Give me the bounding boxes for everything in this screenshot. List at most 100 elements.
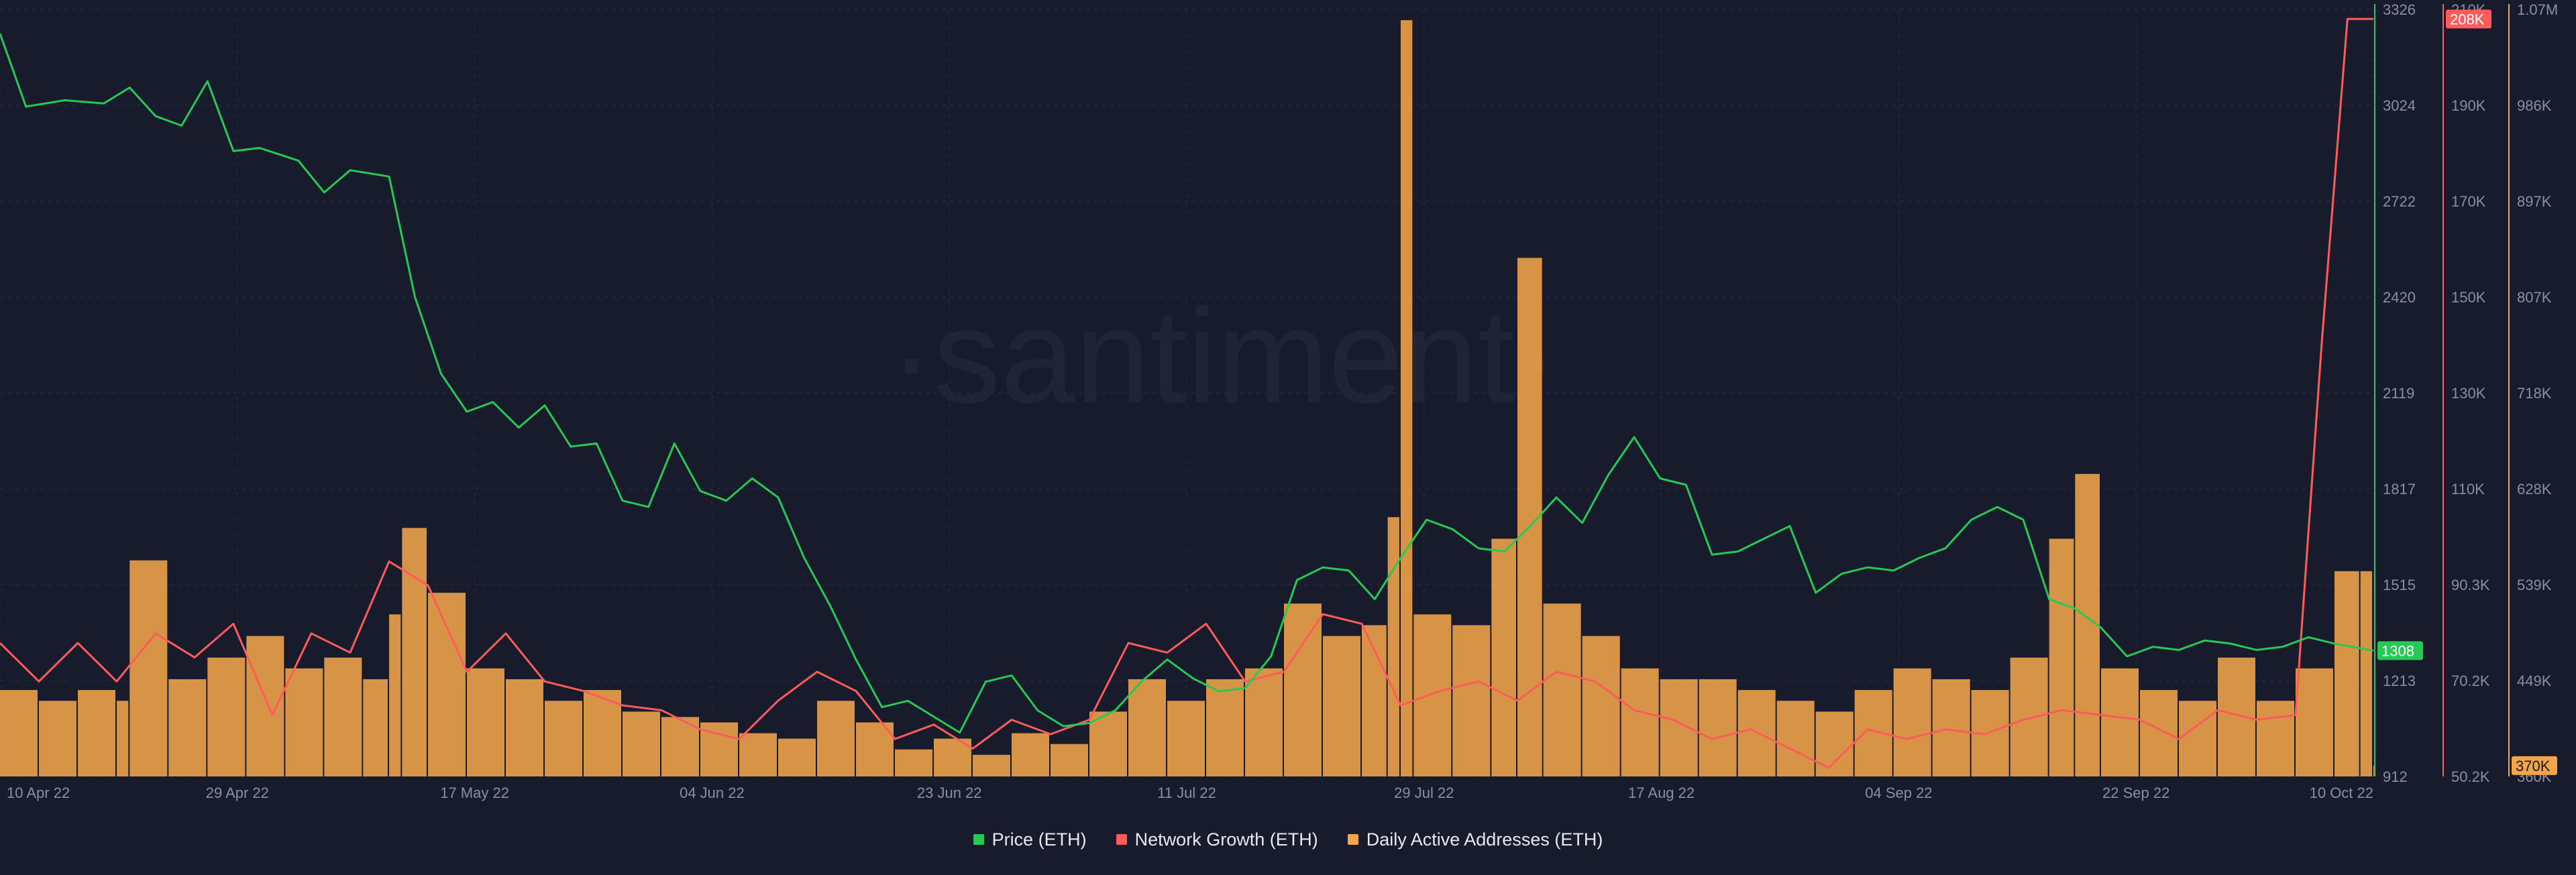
network-growth-tick-label: 70.2K [2451, 673, 2490, 689]
dau-bar [739, 733, 777, 776]
dau-bar [428, 593, 466, 776]
dau-bar [2257, 701, 2294, 776]
price-tick-label: 3024 [2383, 97, 2416, 114]
dau-bar [1491, 538, 1516, 776]
dau-bar [1621, 668, 1659, 776]
dau-bar [246, 636, 284, 776]
price-badge-text: 1308 [2381, 642, 2414, 659]
dau-bar [168, 679, 207, 776]
price-last-value-badge: 1308 [2377, 641, 2423, 660]
dau-bar [389, 614, 401, 776]
daily-active-addresses-badge-text: 370K [2516, 758, 2551, 774]
dau-bar [117, 701, 129, 776]
legend-item-network-growth[interactable]: Network Growth (ETH) [1116, 829, 1318, 850]
dau-bar [2360, 571, 2372, 776]
dau-bar [1245, 668, 1283, 776]
dau-bar [1776, 701, 1815, 776]
network-growth-tick-label: 190K [2451, 97, 2486, 114]
dau-bar [778, 738, 816, 776]
dau-bar [973, 754, 1010, 776]
dau-bar [661, 717, 699, 776]
dau-bar [2140, 690, 2178, 776]
dau-bar [2010, 657, 2048, 776]
dau-bar [1582, 636, 1620, 776]
legend-label-network-growth: Network Growth (ETH) [1134, 829, 1318, 850]
dau-bar [1012, 733, 1049, 776]
network-growth-tick-label: 170K [2451, 193, 2486, 210]
dau-bar [1452, 625, 1491, 776]
price-line [0, 33, 2374, 734]
daily-active-addresses-tick-label: 807K [2517, 289, 2552, 306]
dau-bar [78, 690, 115, 776]
legend-item-daily-active-addresses[interactable]: Daily Active Addresses (ETH) [1347, 829, 1603, 850]
daily-active-addresses-tick-label: 1.07M [2517, 1, 2558, 18]
dau-bar [895, 749, 932, 776]
dau-bar [0, 690, 38, 776]
legend-swatch-network-growth [1116, 834, 1127, 845]
dau-bar [1815, 711, 1854, 776]
daily-active-addresses-tick-label: 897K [2517, 193, 2552, 210]
x-tick-label: 23 Jun 22 [917, 784, 982, 801]
dau-bar [1660, 679, 1698, 776]
dau-bar [467, 668, 504, 776]
dau-bar [1387, 517, 1399, 776]
dau-bar [1413, 614, 1452, 776]
daily-active-addresses-last-value-badge: 370K [2512, 756, 2557, 775]
daily-active-addresses-tick-label: 628K [2517, 481, 2552, 498]
dau-bar [1128, 679, 1166, 776]
network-growth-tick-label: 110K [2451, 481, 2485, 498]
price-tick-label: 912 [2383, 768, 2408, 785]
dau-bar [1543, 603, 1581, 776]
dau-bar [1051, 744, 1088, 776]
network-growth-tick-label: 50.2K [2451, 768, 2490, 785]
daily-active-addresses-badge-bg [2512, 756, 2557, 775]
network-growth-line [0, 17, 2373, 769]
daily-active-addresses-tick-label: 539K [2517, 577, 2552, 593]
x-tick-label: 11 Jul 22 [1157, 784, 1216, 801]
x-tick-label: 17 Aug 22 [1628, 784, 1695, 801]
network-growth-tick-label: 150K [2451, 289, 2486, 306]
dau-bar [623, 711, 660, 776]
dau-bar [1284, 603, 1322, 776]
dau-bar [1167, 701, 1205, 776]
x-tick-label: 22 Sep 22 [2102, 784, 2169, 801]
price-tick-label: 2722 [2383, 193, 2416, 210]
network-growth-badge-bg [2446, 9, 2491, 29]
legend: Price (ETH) Network Growth (ETH) Daily A… [0, 826, 2576, 853]
dau-bar [324, 657, 362, 776]
network-growth-badge-text: 208K [2450, 11, 2485, 27]
legend-swatch-daily-active-addresses [1347, 834, 1358, 845]
dau-bar [207, 657, 246, 776]
price-tick-label: 1817 [2383, 481, 2416, 498]
dau-bar [856, 722, 894, 776]
price-tick-label: 1213 [2383, 673, 2416, 689]
price-badge-bg [2377, 641, 2423, 660]
daily-active-addresses-tick-label: 986K [2517, 97, 2552, 114]
axes: 3326 3024 2722 2420 2119 1817 1515 1213 912 1308 2… [7, 1, 2558, 801]
dau-bar [2049, 538, 2074, 776]
network-growth-last-value-badge: 208K [2446, 9, 2491, 29]
x-tick-label: 29 Apr 22 [206, 784, 269, 801]
x-tick-label: 29 Jul 22 [1394, 784, 1454, 801]
dau-bar [285, 668, 323, 776]
legend-item-price[interactable]: Price (ETH) [973, 829, 1087, 850]
legend-swatch-price [973, 834, 984, 845]
dau-bar [506, 679, 543, 776]
price-tick-label: 2420 [2383, 289, 2416, 306]
dau-bar [2218, 657, 2255, 776]
network-growth-tick-label: 90.3K [2451, 577, 2490, 593]
daily-active-addresses-tick-label: 718K [2517, 385, 2552, 402]
x-tick-label: 17 May 22 [440, 784, 509, 801]
dau-bar [1089, 711, 1127, 776]
dau-bar [2296, 668, 2333, 776]
x-tick-label: 10 Oct 22 [2310, 784, 2373, 801]
dau-bar [2179, 701, 2216, 776]
dau-bar [1893, 668, 1931, 776]
x-tick-label: 04 Jun 22 [680, 784, 745, 801]
dau-bar [1932, 679, 1970, 776]
dau-bar [2075, 473, 2100, 776]
dau-bar [1323, 636, 1360, 776]
dau-bar [363, 679, 388, 776]
price-tick-label: 3326 [2383, 1, 2416, 18]
